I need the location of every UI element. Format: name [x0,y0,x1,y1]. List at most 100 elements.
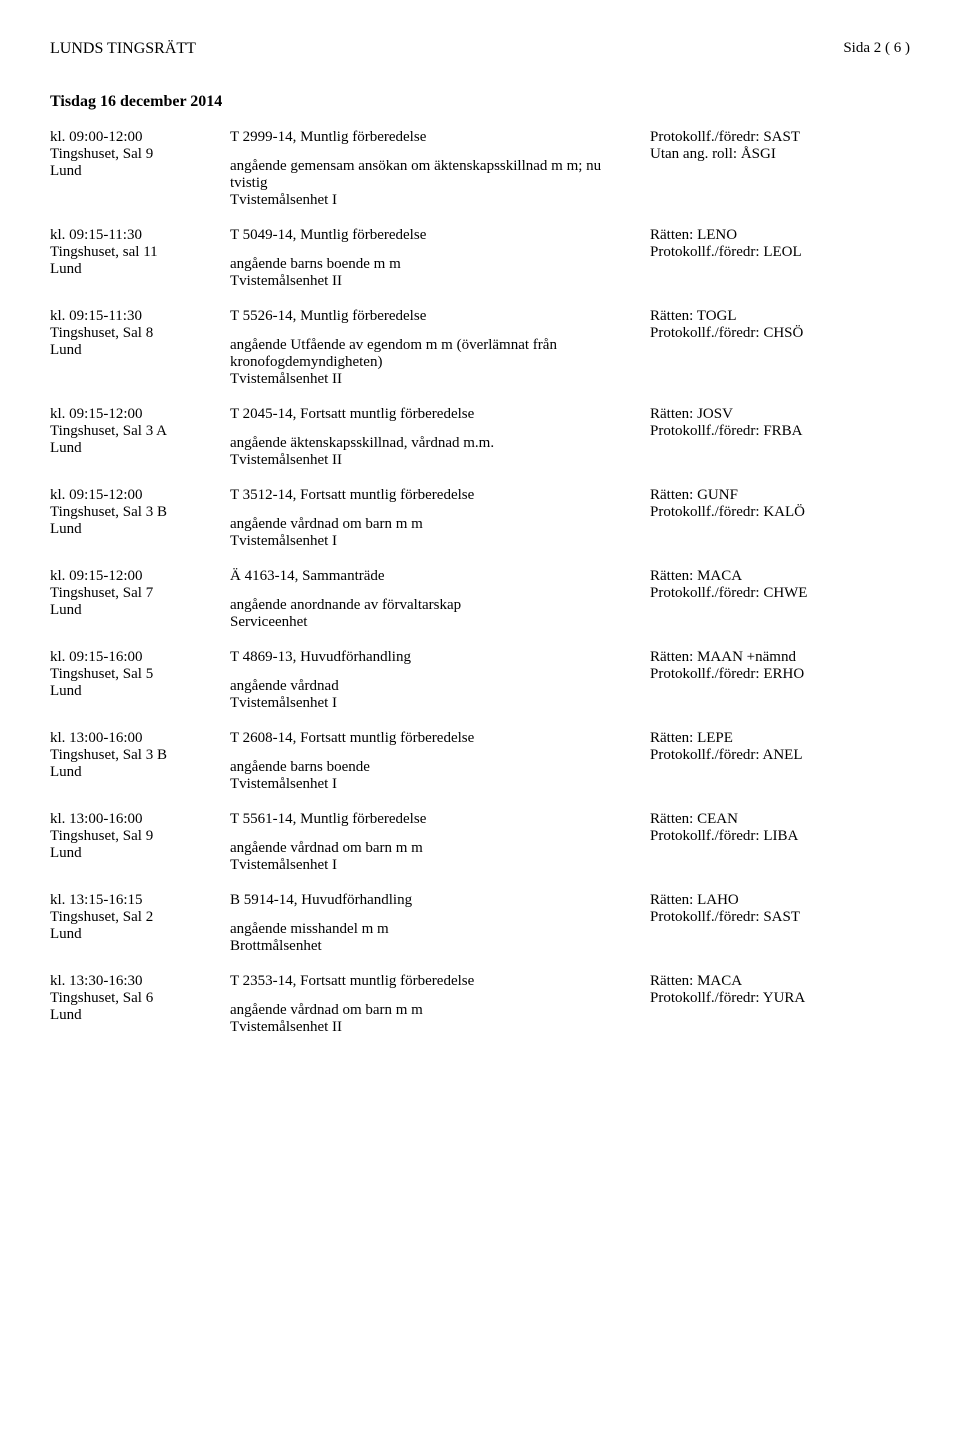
case-description: angående äktenskapsskillnad, vårdnad m.m… [230,435,630,452]
case-title: Ä 4163-14, Sammanträde [230,568,630,585]
entry-left: kl. 09:15-16:00Tingshuset, Sal 5Lund [50,649,230,712]
entry-city: Lund [50,1007,230,1024]
entry-left: kl. 09:15-11:30Tingshuset, Sal 8Lund [50,308,230,388]
entry-room: Tingshuset, Sal 2 [50,909,230,926]
case-title: T 2353-14, Fortsatt muntlig förberedelse [230,973,630,990]
schedule-entry: kl. 13:00-16:00Tingshuset, Sal 3 BLundT … [50,730,910,793]
ratten: Rätten: LEPE [650,730,910,747]
entry-room: Tingshuset, Sal 6 [50,990,230,1007]
case-description: angående Utfående av egendom m m (överlä… [230,337,630,371]
entry-city: Lund [50,521,230,538]
entry-room: Tingshuset, Sal 7 [50,585,230,602]
case-description: angående anordnande av förvaltarskap [230,597,630,614]
case-description: angående vårdnad om barn m m [230,516,630,533]
entry-left: kl. 13:30-16:30Tingshuset, Sal 6Lund [50,973,230,1036]
schedule-entry: kl. 09:15-12:00Tingshuset, Sal 3 ALundT … [50,406,910,469]
protokoll: Protokollf./föredr: LIBA [650,828,910,845]
case-unit: Tvistemålsenhet I [230,857,630,874]
entry-city: Lund [50,342,230,359]
entry-right: Rätten: CEANProtokollf./föredr: LIBA [650,811,910,874]
case-title: T 4869-13, Huvudförhandling [230,649,630,666]
entry-time: kl. 13:00-16:00 [50,811,230,828]
case-description: angående gemensam ansökan om äktenskapss… [230,158,630,192]
entry-city: Lund [50,845,230,862]
entry-middle: T 4869-13, Huvudförhandling angående vård… [230,649,650,712]
case-title: T 2608-14, Fortsatt muntlig förberedelse [230,730,630,747]
case-title: T 5561-14, Muntlig förberedelse [230,811,630,828]
schedule-entry: kl. 09:15-11:30Tingshuset, Sal 8LundT 55… [50,308,910,388]
entry-right: Rätten: MAAN +nämndProtokollf./föredr: E… [650,649,910,712]
entry-time: kl. 09:00-12:00 [50,129,230,146]
protokoll: Protokollf./föredr: YURA [650,990,910,1007]
entry-right: Rätten: TOGLProtokollf./föredr: CHSÖ [650,308,910,388]
case-description: angående vårdnad om barn m m [230,1002,630,1019]
protokoll: Protokollf./föredr: LEOL [650,244,910,261]
entry-left: kl. 09:15-12:00Tingshuset, Sal 7Lund [50,568,230,631]
entry-right: Rätten: MACAProtokollf./föredr: CHWE [650,568,910,631]
case-unit: Tvistemålsenhet II [230,273,630,290]
case-title: T 2999-14, Muntlig förberedelse [230,129,630,146]
entry-time: kl. 13:30-16:30 [50,973,230,990]
entry-middle: Ä 4163-14, Sammanträde angående anordnand… [230,568,650,631]
entry-left: kl. 13:00-16:00Tingshuset, Sal 9Lund [50,811,230,874]
entry-right: Rätten: MACAProtokollf./föredr: YURA [650,973,910,1036]
entry-time: kl. 09:15-11:30 [50,227,230,244]
protokoll: Protokollf./föredr: CHWE [650,585,910,602]
entry-left: kl. 13:15-16:15Tingshuset, Sal 2Lund [50,892,230,955]
case-description: angående vårdnad [230,678,630,695]
case-unit: Tvistemålsenhet II [230,1019,630,1036]
case-title: T 5049-14, Muntlig förberedelse [230,227,630,244]
case-title: T 2045-14, Fortsatt muntlig förberedelse [230,406,630,423]
case-description: angående misshandel m m [230,921,630,938]
entry-left: kl. 09:15-12:00Tingshuset, Sal 3 BLund [50,487,230,550]
case-unit: Tvistemålsenhet I [230,695,630,712]
entry-time: kl. 13:15-16:15 [50,892,230,909]
entry-left: kl. 09:15-12:00Tingshuset, Sal 3 ALund [50,406,230,469]
case-description: angående vårdnad om barn m m [230,840,630,857]
page-header: LUNDS TINGSRÄTT Sida 2 ( 6 ) [50,40,910,58]
entry-middle: T 2353-14, Fortsatt muntlig förberedelse… [230,973,650,1036]
entry-room: Tingshuset, Sal 3 A [50,423,230,440]
entry-room: Tingshuset, Sal 8 [50,325,230,342]
entry-city: Lund [50,163,230,180]
case-unit: Tvistemålsenhet II [230,452,630,469]
ratten: Rätten: GUNF [650,487,910,504]
entry-right: Rätten: LENOProtokollf./föredr: LEOL [650,227,910,290]
entry-city: Lund [50,926,230,943]
case-unit: Brottmålsenhet [230,938,630,955]
ratten: Rätten: LENO [650,227,910,244]
schedule-entry: kl. 09:15-16:00Tingshuset, Sal 5LundT 48… [50,649,910,712]
entries-list: kl. 09:00-12:00Tingshuset, Sal 9LundT 29… [50,129,910,1036]
entry-city: Lund [50,683,230,700]
schedule-entry: kl. 13:15-16:15Tingshuset, Sal 2LundB 59… [50,892,910,955]
schedule-entry: kl. 09:15-11:30Tingshuset, sal 11LundT 5… [50,227,910,290]
date-heading: Tisdag 16 december 2014 [50,93,910,111]
page-number: Sida 2 ( 6 ) [843,40,910,58]
ratten: Rätten: TOGL [650,308,910,325]
case-unit: Serviceenhet [230,614,630,631]
entry-time: kl. 09:15-16:00 [50,649,230,666]
entry-time: kl. 09:15-12:00 [50,568,230,585]
ratten: Rätten: JOSV [650,406,910,423]
entry-city: Lund [50,764,230,781]
protokoll: Protokollf./föredr: FRBA [650,423,910,440]
entry-room: Tingshuset, Sal 9 [50,146,230,163]
schedule-entry: kl. 13:00-16:00Tingshuset, Sal 9LundT 55… [50,811,910,874]
entry-middle: T 2999-14, Muntlig förberedelse angående … [230,129,650,209]
entry-right: Rätten: GUNFProtokollf./föredr: KALÖ [650,487,910,550]
entry-time: kl. 13:00-16:00 [50,730,230,747]
case-unit: Tvistemålsenhet I [230,776,630,793]
ratten: Rätten: MAAN +nämnd [650,649,910,666]
schedule-entry: kl. 09:15-12:00Tingshuset, Sal 3 BLundT … [50,487,910,550]
entry-middle: T 5561-14, Muntlig förberedelse angående … [230,811,650,874]
entry-room: Tingshuset, Sal 3 B [50,504,230,521]
protokoll: Protokollf./föredr: SAST [650,909,910,926]
entry-middle: T 2045-14, Fortsatt muntlig förberedelse… [230,406,650,469]
entry-middle: B 5914-14, Huvudförhandling angående miss… [230,892,650,955]
case-title: B 5914-14, Huvudförhandling [230,892,630,909]
entry-city: Lund [50,261,230,278]
entry-middle: T 5526-14, Muntlig förberedelseangående … [230,308,650,388]
case-unit: Tvistemålsenhet II [230,371,630,388]
case-unit: Tvistemålsenhet I [230,192,630,209]
entry-middle: T 5049-14, Muntlig förberedelseangående … [230,227,650,290]
